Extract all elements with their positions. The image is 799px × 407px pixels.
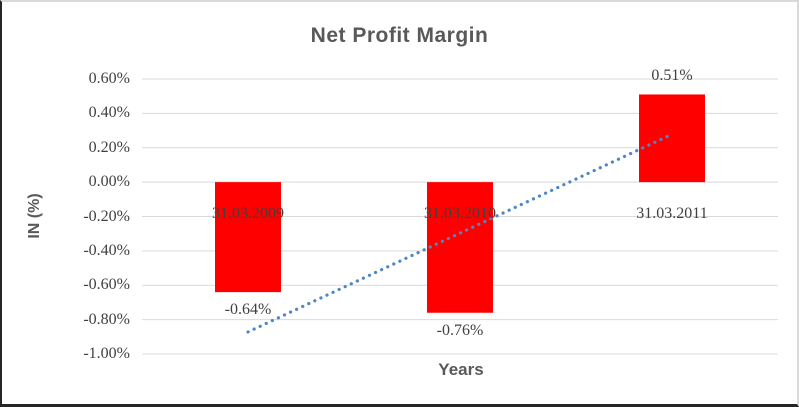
y-tick-label: 0.60% xyxy=(88,70,130,87)
bar xyxy=(639,94,705,183)
chart-title: Net Profit Margin xyxy=(310,24,489,47)
bar xyxy=(215,182,281,293)
category-label: 31.03.2011 xyxy=(636,205,708,222)
y-tick-label: 0.20% xyxy=(88,138,130,156)
y-tick-label: 0.00% xyxy=(88,173,130,191)
y-tick-label: -1.00% xyxy=(83,345,130,362)
y-tick-label: -0.20% xyxy=(83,207,130,225)
y-tick-label: -0.80% xyxy=(83,310,130,328)
trendline xyxy=(246,132,674,334)
x-axis-title: Years xyxy=(438,360,484,379)
value-label: -0.76% xyxy=(436,321,484,339)
y-tick-label: 0.40% xyxy=(88,104,130,122)
category-label: 31.03.2009 xyxy=(212,205,284,222)
value-label: 0.51% xyxy=(651,67,693,85)
y-tick-label: -0.40% xyxy=(83,241,130,259)
category-label: 31.03.2010 xyxy=(424,205,496,222)
y-tick-label: -0.60% xyxy=(83,276,130,294)
bar xyxy=(427,182,493,313)
value-label: -0.64% xyxy=(224,301,272,319)
